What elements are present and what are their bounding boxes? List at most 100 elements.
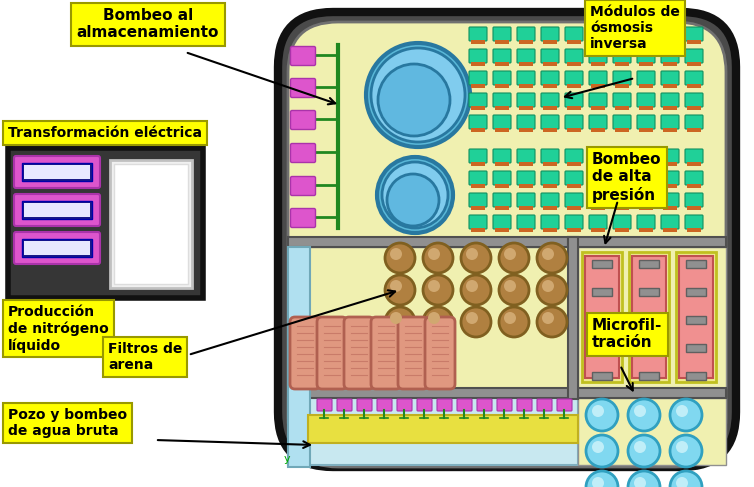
Bar	[687, 106, 701, 110]
Circle shape	[586, 399, 618, 431]
Circle shape	[537, 243, 567, 273]
FancyBboxPatch shape	[685, 71, 703, 85]
Circle shape	[634, 405, 646, 417]
FancyBboxPatch shape	[565, 27, 583, 41]
Bar	[110, 160, 192, 288]
Bar	[686, 372, 706, 380]
Circle shape	[390, 280, 402, 292]
Bar	[567, 206, 581, 210]
Circle shape	[634, 441, 646, 453]
FancyBboxPatch shape	[613, 27, 631, 41]
Bar	[495, 128, 509, 132]
Circle shape	[586, 471, 618, 487]
FancyBboxPatch shape	[541, 149, 559, 163]
FancyBboxPatch shape	[589, 93, 607, 107]
Circle shape	[428, 312, 440, 324]
Bar	[687, 184, 701, 188]
FancyBboxPatch shape	[477, 399, 492, 411]
FancyBboxPatch shape	[14, 232, 100, 264]
FancyBboxPatch shape	[565, 115, 583, 129]
FancyBboxPatch shape	[517, 115, 535, 129]
Bar	[567, 184, 581, 188]
Bar	[687, 162, 701, 166]
Bar	[22, 163, 92, 181]
Bar	[663, 40, 677, 44]
Bar	[519, 228, 533, 232]
Bar	[639, 184, 653, 188]
Bar	[615, 206, 629, 210]
Text: y: y	[284, 454, 290, 464]
FancyBboxPatch shape	[337, 399, 352, 411]
Circle shape	[466, 312, 478, 324]
FancyBboxPatch shape	[565, 49, 583, 63]
Bar	[591, 128, 605, 132]
FancyBboxPatch shape	[613, 193, 631, 207]
Bar	[578, 398, 726, 465]
Circle shape	[628, 471, 660, 487]
FancyBboxPatch shape	[317, 317, 347, 389]
FancyBboxPatch shape	[497, 399, 512, 411]
FancyBboxPatch shape	[565, 93, 583, 107]
Circle shape	[385, 307, 415, 337]
Bar	[679, 256, 713, 378]
Circle shape	[385, 243, 415, 273]
Bar	[615, 84, 629, 88]
Bar	[519, 162, 533, 166]
Circle shape	[390, 248, 402, 260]
FancyBboxPatch shape	[290, 78, 315, 97]
FancyBboxPatch shape	[493, 171, 511, 185]
FancyBboxPatch shape	[565, 71, 583, 85]
Bar	[471, 62, 485, 66]
FancyBboxPatch shape	[417, 399, 432, 411]
Bar	[639, 162, 653, 166]
Bar	[568, 237, 726, 247]
FancyBboxPatch shape	[469, 71, 487, 85]
FancyBboxPatch shape	[613, 215, 631, 229]
Bar	[615, 128, 629, 132]
Text: Transformación eléctrica: Transformación eléctrica	[8, 126, 202, 140]
Bar	[591, 62, 605, 66]
FancyBboxPatch shape	[317, 399, 332, 411]
Bar	[288, 388, 726, 398]
FancyBboxPatch shape	[541, 193, 559, 207]
Circle shape	[382, 162, 448, 228]
FancyBboxPatch shape	[493, 115, 511, 129]
FancyBboxPatch shape	[517, 149, 535, 163]
Bar	[495, 84, 509, 88]
Bar	[567, 106, 581, 110]
FancyBboxPatch shape	[661, 49, 679, 63]
FancyBboxPatch shape	[589, 71, 607, 85]
Bar	[471, 228, 485, 232]
Bar	[308, 415, 578, 443]
FancyBboxPatch shape	[637, 93, 655, 107]
Bar	[567, 228, 581, 232]
Bar	[687, 128, 701, 132]
FancyBboxPatch shape	[290, 317, 320, 389]
Bar	[519, 206, 533, 210]
Text: Módulos de
ósmosis
inversa: Módulos de ósmosis inversa	[590, 5, 680, 52]
Bar	[471, 106, 485, 110]
Circle shape	[423, 307, 453, 337]
Circle shape	[499, 275, 529, 305]
Bar	[519, 184, 533, 188]
FancyBboxPatch shape	[457, 399, 472, 411]
FancyBboxPatch shape	[613, 149, 631, 163]
Bar	[591, 206, 605, 210]
FancyBboxPatch shape	[437, 399, 452, 411]
Text: Filtros de
arena: Filtros de arena	[108, 342, 182, 372]
Bar	[543, 62, 557, 66]
FancyBboxPatch shape	[541, 93, 559, 107]
Bar	[591, 106, 605, 110]
Bar	[663, 228, 677, 232]
FancyBboxPatch shape	[661, 149, 679, 163]
Bar	[591, 84, 605, 88]
Bar	[519, 128, 533, 132]
Bar	[639, 106, 653, 110]
FancyBboxPatch shape	[493, 149, 511, 163]
Circle shape	[586, 435, 618, 467]
Bar	[471, 84, 485, 88]
Bar	[288, 237, 578, 247]
FancyBboxPatch shape	[290, 208, 315, 227]
FancyBboxPatch shape	[541, 27, 559, 41]
FancyBboxPatch shape	[589, 171, 607, 185]
